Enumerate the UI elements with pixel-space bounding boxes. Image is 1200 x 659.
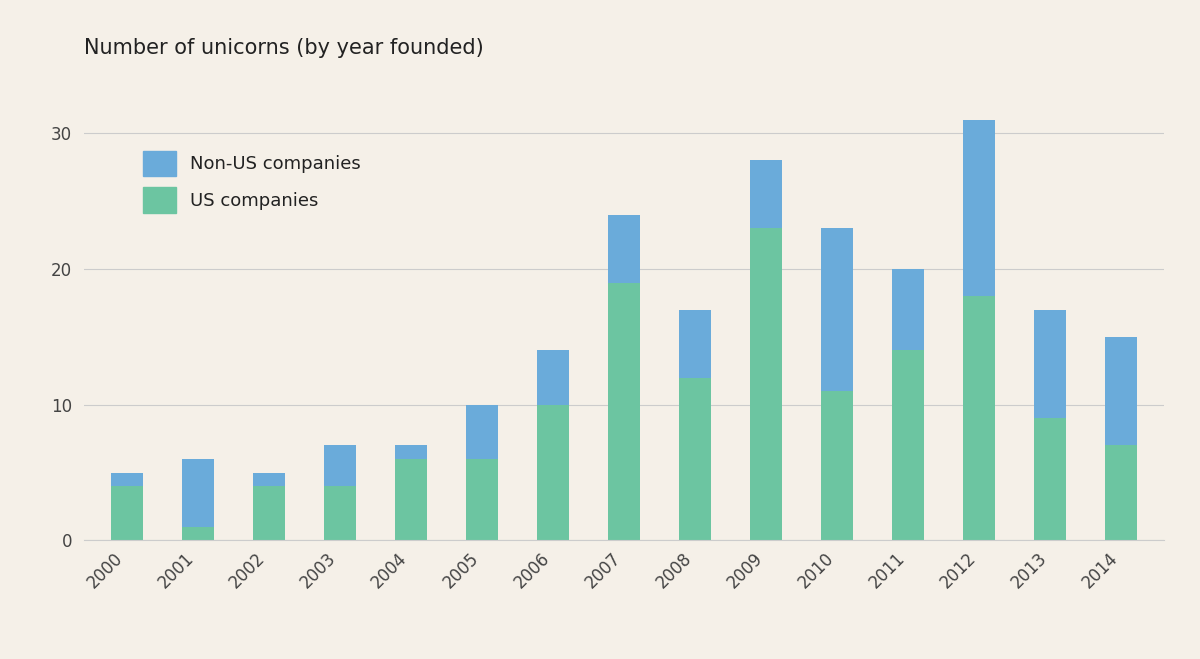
Bar <box>821 228 853 391</box>
Bar <box>893 351 924 540</box>
Bar <box>608 215 640 283</box>
Bar <box>750 161 782 228</box>
Bar <box>1105 337 1138 445</box>
Bar <box>536 351 569 405</box>
Bar <box>253 473 284 486</box>
Bar <box>821 391 853 540</box>
Bar <box>1034 418 1067 540</box>
Bar <box>536 405 569 540</box>
Bar <box>964 120 995 296</box>
Bar <box>964 296 995 540</box>
Text: Number of unicorns (by year founded): Number of unicorns (by year founded) <box>84 38 484 58</box>
Bar <box>1105 445 1138 540</box>
Bar <box>893 269 924 351</box>
Bar <box>466 405 498 459</box>
Bar <box>253 486 284 540</box>
Bar <box>324 445 355 486</box>
Bar <box>395 445 427 459</box>
Legend: Non-US companies, US companies: Non-US companies, US companies <box>137 144 368 220</box>
Bar <box>395 459 427 540</box>
Bar <box>679 378 712 540</box>
Bar <box>110 486 143 540</box>
Bar <box>181 459 214 527</box>
Bar <box>466 459 498 540</box>
Bar <box>608 283 640 540</box>
Bar <box>324 486 355 540</box>
Bar <box>181 527 214 540</box>
Bar <box>679 310 712 378</box>
Bar <box>750 228 782 540</box>
Bar <box>1034 310 1067 418</box>
Bar <box>110 473 143 486</box>
